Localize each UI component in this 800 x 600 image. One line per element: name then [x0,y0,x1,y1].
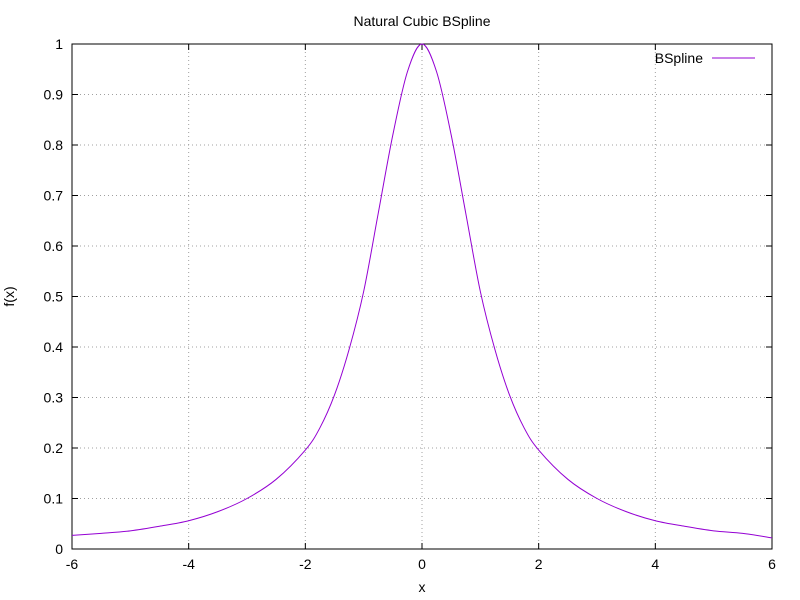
y-tick-label: 0.3 [44,390,64,406]
legend: BSpline [655,50,755,66]
y-axis-title: f(x) [1,286,17,306]
y-tick-label: 0.7 [44,188,64,204]
y-tick-label: 0.4 [44,339,64,355]
x-tick-label: 0 [418,556,426,572]
legend-label: BSpline [655,50,703,66]
x-tick-label: -6 [66,556,79,572]
y-tick-label: 0.5 [44,289,64,305]
x-tick-label: 6 [768,556,776,572]
y-tick-label: 0.1 [44,491,64,507]
series-layer [71,43,773,539]
y-tick-label: 0.9 [44,87,64,103]
x-axis-title: x [419,579,426,595]
series-line-bspline [71,43,773,539]
y-tick-label: 0.6 [44,238,64,254]
x-tick-label: -2 [299,556,312,572]
chart-title: Natural Cubic BSpline [354,13,491,29]
x-tick-label: 2 [535,556,543,572]
y-tick-label: 0.2 [44,440,64,456]
y-tick-label: 0 [55,541,63,557]
x-tick-label: -4 [182,556,195,572]
y-tick-label: 0.8 [44,137,64,153]
grid [72,44,772,549]
axis-ticks: -6 -4 -2 0 2 4 6 0 0.1 0.2 0.3 0.4 0.5 0.6 0.7 0.8 0.9 1 [44,36,777,572]
y-tick-label: 1 [55,36,63,52]
x-tick-label: 4 [651,556,659,572]
